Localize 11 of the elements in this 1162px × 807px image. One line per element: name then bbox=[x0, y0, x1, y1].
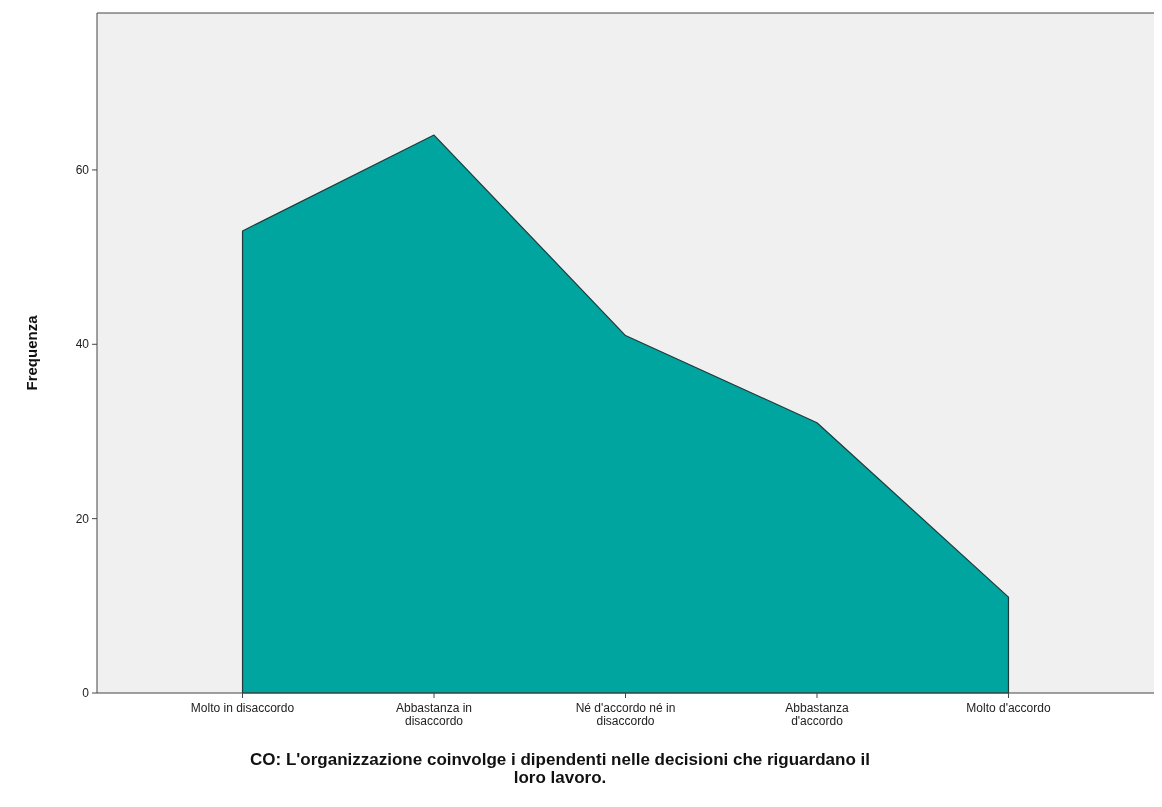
x-tick-label: Né d'accordo né in disaccordo bbox=[575, 701, 676, 728]
x-tick-label: Molto d'accordo bbox=[966, 701, 1051, 715]
y-tick-label: 60 bbox=[75, 163, 90, 178]
y-axis-title: Frequenza bbox=[23, 314, 40, 391]
y-tick-label: 0 bbox=[82, 686, 90, 701]
y-tick-label: 20 bbox=[75, 511, 90, 526]
x-tick-label: Abbastanza in disaccordo bbox=[395, 701, 473, 728]
x-axis-title: CO: L'organizzazione coinvolge i dipendenti nelle decisioni che riguardano il loro lavoro. bbox=[250, 750, 870, 787]
x-tick-label: Molto in disaccordo bbox=[190, 701, 295, 715]
y-tick-label: 40 bbox=[75, 337, 90, 352]
x-tick-label: Abbastanza d'accordo bbox=[785, 701, 849, 728]
